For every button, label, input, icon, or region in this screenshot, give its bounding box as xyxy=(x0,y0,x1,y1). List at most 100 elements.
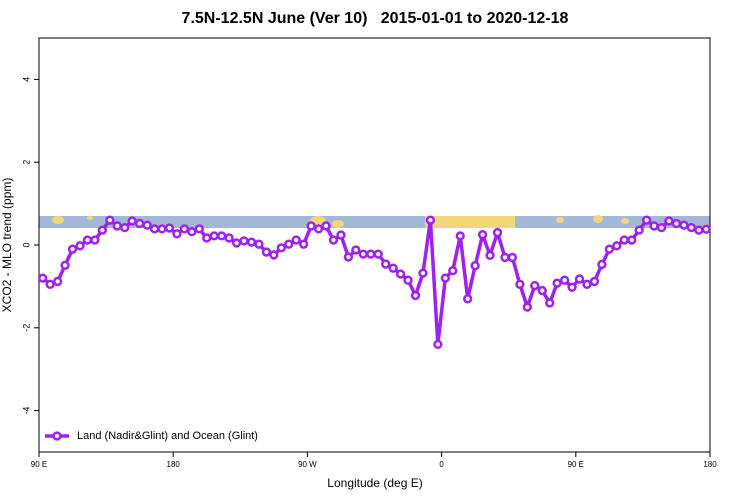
data-point xyxy=(463,294,473,304)
legend-label: Land (Nadir&Glint) and Ocean (Glint) xyxy=(77,430,258,442)
data-point xyxy=(217,231,227,241)
y-axis-label: XCO2 - MLO trend (ppm) xyxy=(0,178,14,313)
data-point xyxy=(254,239,264,249)
land-patch xyxy=(621,218,629,224)
data-point xyxy=(164,223,175,233)
data-point xyxy=(433,339,443,350)
data-point xyxy=(701,224,711,234)
data-point xyxy=(395,269,406,279)
x-tick-label: 90 W xyxy=(298,460,317,469)
data-point xyxy=(246,237,257,247)
data-point xyxy=(269,250,279,260)
data-point xyxy=(545,298,555,308)
data-point xyxy=(38,273,48,283)
data-point xyxy=(52,276,63,287)
data-point xyxy=(321,221,331,231)
x-tick-label: 180 xyxy=(703,460,717,469)
data-point xyxy=(112,221,122,231)
data-point xyxy=(105,215,115,225)
data-point xyxy=(127,216,137,226)
data-point xyxy=(231,238,242,248)
x-axis-label: Longitude (deg E) xyxy=(327,476,422,490)
data-point xyxy=(351,245,361,255)
data-point xyxy=(284,239,294,249)
data-point xyxy=(664,216,674,226)
data-point xyxy=(477,230,488,240)
data-point xyxy=(403,275,413,285)
data-point xyxy=(694,225,704,235)
map-strip xyxy=(39,215,710,228)
data-point xyxy=(604,244,614,254)
data-point xyxy=(261,247,272,257)
data-point xyxy=(82,235,93,245)
data-point xyxy=(343,252,354,262)
data-point xyxy=(410,290,421,301)
land-patch xyxy=(52,216,64,224)
data-point xyxy=(381,259,391,269)
data-point xyxy=(507,252,518,263)
data-point xyxy=(60,260,70,270)
data-point xyxy=(209,231,219,241)
data-point xyxy=(619,235,629,245)
data-point xyxy=(679,220,689,230)
data-point xyxy=(239,236,249,246)
data-point xyxy=(366,249,376,259)
chart-title: 7.5N-12.5N June (Ver 10) 2015-01-01 to 2… xyxy=(182,10,569,27)
data-point xyxy=(194,224,204,234)
data-point xyxy=(67,244,78,254)
data-point xyxy=(388,263,398,273)
data-point xyxy=(187,227,197,237)
legend-marker xyxy=(52,431,62,441)
land-patch xyxy=(556,217,564,223)
data-point xyxy=(567,282,577,292)
data-point xyxy=(276,243,286,253)
data-point xyxy=(202,233,212,243)
data-point xyxy=(589,276,600,287)
data-point xyxy=(634,225,644,235)
ocean-band xyxy=(39,216,710,228)
data-point xyxy=(418,268,428,278)
data-point xyxy=(299,239,309,249)
y-tick-label: 4 xyxy=(21,77,31,82)
data-point xyxy=(641,215,652,225)
data-point xyxy=(552,278,562,288)
x-tick-label: 90 E xyxy=(31,460,47,469)
data-point xyxy=(671,218,682,229)
data-point xyxy=(358,249,368,259)
data-point xyxy=(649,221,659,231)
x-tick-label: 90 E xyxy=(568,460,584,469)
land-patch xyxy=(425,216,515,228)
data-point xyxy=(656,222,667,233)
data-point xyxy=(157,224,167,234)
data-point xyxy=(522,302,532,312)
data-point xyxy=(597,259,607,270)
land-patch xyxy=(332,220,344,228)
data-point xyxy=(135,218,145,229)
y-tick-label: -4 xyxy=(21,407,31,415)
data-point xyxy=(336,230,346,240)
data-point xyxy=(537,285,547,296)
data-point xyxy=(455,231,465,241)
data-point xyxy=(328,235,339,245)
data-point xyxy=(425,215,436,225)
data-point xyxy=(45,279,55,289)
data-point xyxy=(224,233,234,243)
data-point xyxy=(627,235,637,245)
data-point xyxy=(448,266,458,276)
data-point xyxy=(515,279,525,289)
data-point xyxy=(120,222,130,233)
data-point xyxy=(149,224,160,234)
x-tick-label: 0 xyxy=(439,460,444,469)
data-point xyxy=(142,220,152,230)
data-point xyxy=(559,275,570,285)
data-point xyxy=(313,224,324,234)
data-point xyxy=(75,241,85,251)
data-point xyxy=(574,274,585,284)
data-point xyxy=(172,229,182,239)
data-point xyxy=(530,280,540,291)
data-point xyxy=(492,227,503,238)
data-point xyxy=(179,224,190,234)
data-point xyxy=(97,225,108,235)
y-tick-label: 0 xyxy=(21,242,31,247)
